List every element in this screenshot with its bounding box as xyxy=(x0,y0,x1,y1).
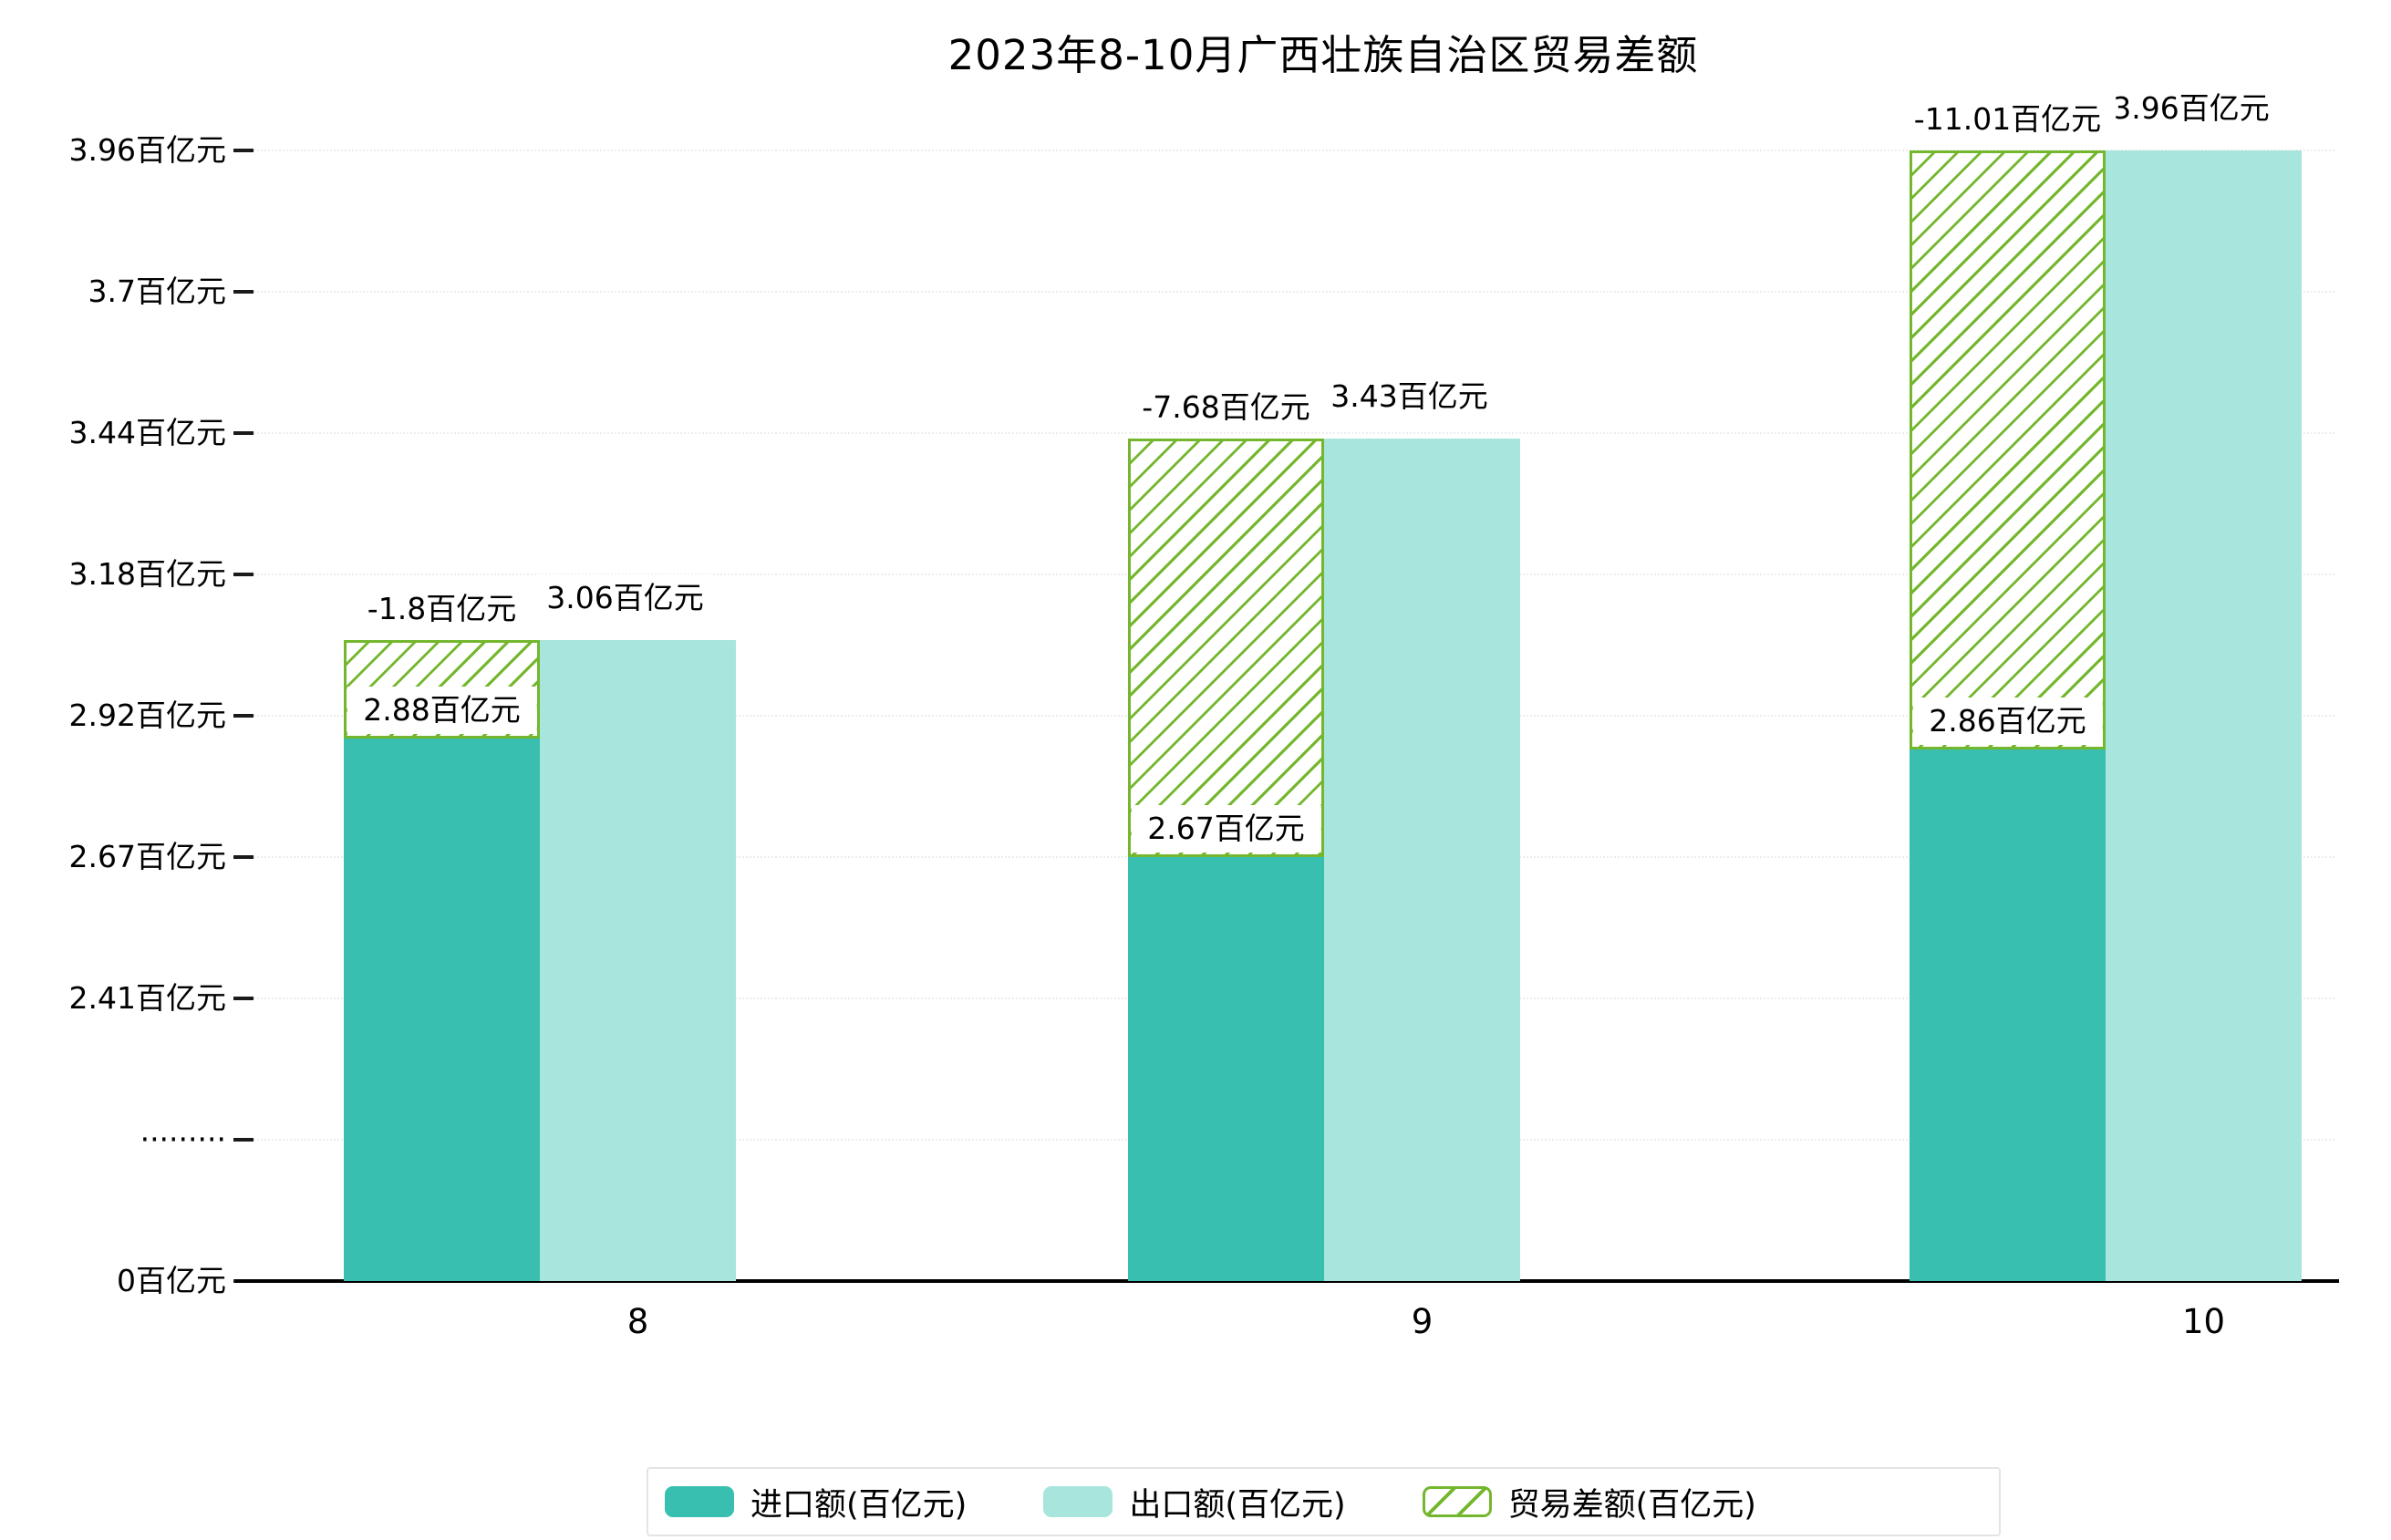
legend-label: 贸易差额(百亿元) xyxy=(1507,1486,1756,1524)
y-tick-label: ········· xyxy=(140,1121,226,1157)
trade-diff-bar xyxy=(1910,150,2106,750)
legend-label: 出口额(百亿元) xyxy=(1129,1486,1346,1524)
y-axis-tick xyxy=(233,855,254,859)
y-tick-label: 3.96百亿元 xyxy=(68,132,226,168)
export-bar xyxy=(540,639,736,1281)
legend-item-import: 进口额(百亿元) xyxy=(665,1479,967,1525)
legend-label: 进口额(百亿元) xyxy=(750,1486,968,1524)
y-tick-label: 2.67百亿元 xyxy=(68,839,226,874)
x-tick-label: 10 xyxy=(2181,1302,2226,1341)
x-tick-label: 9 xyxy=(1411,1302,1434,1341)
import-bar xyxy=(1128,857,1324,1281)
import-value-label: 2.67百亿元 xyxy=(1131,805,1321,853)
y-tick-label: 0百亿元 xyxy=(117,1263,226,1298)
gridline xyxy=(239,291,2334,293)
diff-swatch-icon xyxy=(1422,1486,1492,1517)
legend: 进口额(百亿元) 出口额(百亿元) 贸易差额(百亿元) xyxy=(647,1467,2001,1536)
export-swatch-icon xyxy=(1043,1486,1113,1517)
import-value-label: 2.86百亿元 xyxy=(1912,698,2103,746)
y-axis-tick xyxy=(233,573,254,576)
gridline xyxy=(239,150,2334,151)
y-tick-label: 3.7百亿元 xyxy=(88,274,226,309)
export-bar xyxy=(1324,438,1520,1281)
legend-item-export: 出口额(百亿元) xyxy=(1043,1479,1346,1525)
x-tick-label: 8 xyxy=(626,1302,649,1341)
export-value-label: 3.43百亿元 xyxy=(1321,372,1497,420)
y-axis-tick xyxy=(233,714,254,718)
y-axis-tick xyxy=(233,997,254,1000)
import-swatch-icon xyxy=(665,1486,734,1517)
gridline xyxy=(239,432,2334,434)
export-value-label: 3.06百亿元 xyxy=(537,574,713,622)
y-axis-tick xyxy=(233,431,254,435)
export-value-label: 3.96百亿元 xyxy=(2103,85,2279,132)
trade-diff-value-label: -7.68百亿元 xyxy=(1127,383,1325,431)
y-tick-label: 3.18百亿元 xyxy=(68,556,226,592)
y-tick-label: 2.41百亿元 xyxy=(68,980,226,1016)
import-bar xyxy=(1910,749,2106,1281)
y-axis-tick xyxy=(233,149,254,152)
trade-diff-bar xyxy=(1128,438,1324,857)
y-tick-label: 2.92百亿元 xyxy=(68,698,226,733)
y-tick-label: 3.44百亿元 xyxy=(68,415,226,450)
y-axis-tick xyxy=(233,290,254,294)
trade-diff-value-label: -1.8百亿元 xyxy=(352,584,532,633)
import-bar xyxy=(344,738,540,1281)
export-bar xyxy=(2106,150,2302,1281)
x-axis-line xyxy=(235,1279,2339,1283)
y-axis-tick xyxy=(233,1138,254,1142)
trade-diff-value-label: -11.01百亿元 xyxy=(1899,96,2117,143)
import-value-label: 2.88百亿元 xyxy=(347,686,537,734)
legend-item-diff: 贸易差额(百亿元) xyxy=(1422,1479,1756,1525)
chart-title: 2023年8-10月广西壮族自治区贸易差额 xyxy=(947,31,1699,79)
